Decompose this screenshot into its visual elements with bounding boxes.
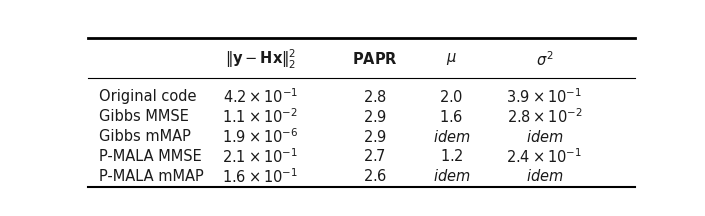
Text: $2.9$: $2.9$: [363, 129, 387, 145]
Text: $1.6 \times 10^{-1}$: $1.6 \times 10^{-1}$: [222, 167, 298, 186]
Text: $2.7$: $2.7$: [364, 148, 386, 164]
Text: $\mathit{idem}$: $\mathit{idem}$: [433, 168, 470, 184]
Text: $\mathbf{PAPR}$: $\mathbf{PAPR}$: [352, 51, 398, 67]
Text: $2.4 \times 10^{-1}$: $2.4 \times 10^{-1}$: [506, 147, 582, 166]
Text: $2.8 \times 10^{-2}$: $2.8 \times 10^{-2}$: [507, 107, 582, 126]
Text: $1.6$: $1.6$: [439, 109, 464, 125]
Text: $\sigma^2$: $\sigma^2$: [536, 50, 553, 68]
Text: $\|\mathbf{y} - \mathbf{H}\mathbf{x}\|_2^2$: $\|\mathbf{y} - \mathbf{H}\mathbf{x}\|_2…: [225, 48, 296, 71]
Text: $\mathit{idem}$: $\mathit{idem}$: [525, 168, 563, 184]
Text: $2.8$: $2.8$: [363, 89, 387, 105]
Text: $1.1 \times 10^{-2}$: $1.1 \times 10^{-2}$: [222, 107, 298, 126]
Text: Original code: Original code: [99, 89, 197, 104]
Text: $1.9 \times 10^{-6}$: $1.9 \times 10^{-6}$: [222, 127, 298, 146]
Text: Gibbs MMSE: Gibbs MMSE: [99, 109, 189, 124]
Text: $\mathit{idem}$: $\mathit{idem}$: [525, 129, 563, 145]
Text: $2.9$: $2.9$: [363, 109, 387, 125]
Text: $\mathit{idem}$: $\mathit{idem}$: [433, 129, 470, 145]
Text: $1.2$: $1.2$: [440, 148, 463, 164]
Text: $3.9 \times 10^{-1}$: $3.9 \times 10^{-1}$: [506, 87, 582, 106]
Text: Gibbs mMAP: Gibbs mMAP: [99, 129, 191, 144]
Text: P-MALA MMSE: P-MALA MMSE: [99, 149, 202, 164]
Text: P-MALA mMAP: P-MALA mMAP: [99, 169, 204, 184]
Text: $2.6$: $2.6$: [363, 168, 387, 184]
Text: $2.1 \times 10^{-1}$: $2.1 \times 10^{-1}$: [222, 147, 298, 166]
Text: $4.2 \times 10^{-1}$: $4.2 \times 10^{-1}$: [223, 87, 298, 106]
Text: $2.0$: $2.0$: [439, 89, 464, 105]
Text: $\mu$: $\mu$: [446, 51, 457, 67]
